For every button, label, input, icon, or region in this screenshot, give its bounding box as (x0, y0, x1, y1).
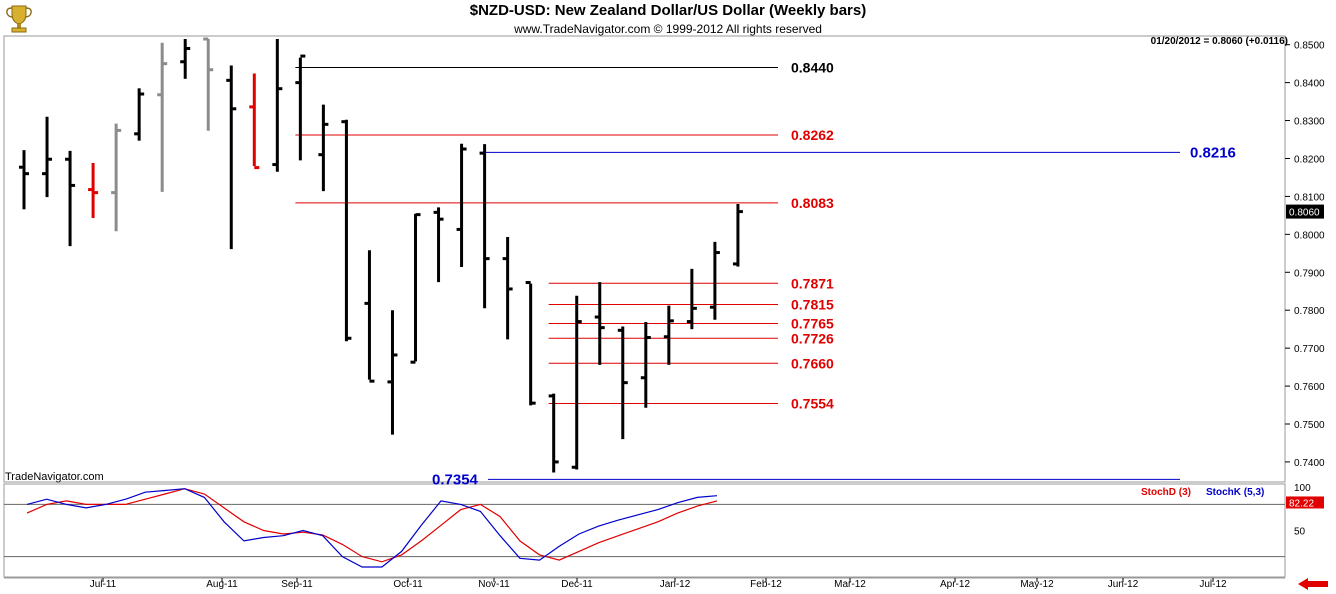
level-label: 0.8440 (791, 59, 834, 75)
price-panel-border (3, 35, 1286, 483)
y-tick-label: 0.7600 (1294, 382, 1325, 393)
stoch-legend-d: StochD (3) (1141, 487, 1191, 498)
ohlc-bar (295, 54, 306, 161)
stoch-last-tag (1286, 496, 1324, 509)
x-tick-label: Oct-11 (393, 579, 423, 590)
y-tick-label: 0.8100 (1294, 192, 1325, 203)
ohlc-bar (686, 268, 697, 330)
x-tick-label: Apr-12 (940, 579, 970, 590)
ohlc-bar (364, 250, 375, 383)
ohlc-bar (387, 310, 398, 435)
y-tick-label: 0.8400 (1294, 79, 1325, 90)
x-tick-label: Dec-11 (561, 579, 593, 590)
level-label: 0.7726 (791, 330, 834, 346)
stoch-panel-border (3, 483, 1286, 578)
ohlc-bar (640, 321, 651, 408)
x-tick-label: Sep-11 (281, 579, 313, 590)
ohlc-bar (594, 282, 605, 365)
y-tick-label: 0.7800 (1294, 306, 1325, 317)
y-tick-label: 0.7900 (1294, 268, 1325, 279)
ohlc-bar (732, 204, 743, 267)
x-tick-label: May-12 (1020, 579, 1054, 590)
ohlc-bar (180, 39, 191, 79)
ohlc-bar (19, 150, 29, 210)
stoch-series-line (26, 488, 718, 568)
x-tick-label: Mar-12 (834, 579, 866, 590)
level-label: 0.7660 (791, 355, 834, 371)
x-tick-label: Jun-12 (1108, 579, 1139, 590)
ohlc-bar (134, 88, 145, 141)
ohlc-bar (249, 73, 260, 170)
y-tick-label: 0.7700 (1294, 344, 1325, 355)
level-label: 0.7815 (791, 297, 834, 313)
level-label: 0.8083 (791, 195, 834, 211)
stoch-y-tick-label: 100 (1294, 483, 1311, 494)
ohlc-bar (157, 42, 168, 192)
stoch-last-label: 82.22 (1289, 498, 1314, 509)
y-tick-label: 0.8200 (1294, 154, 1325, 165)
x-tick-label: Nov-11 (478, 579, 510, 590)
ohlc-bar (341, 119, 352, 342)
ohlc-bar (88, 163, 99, 219)
ohlc-bar (479, 144, 490, 309)
y-tick-label: 0.7400 (1294, 458, 1325, 469)
level-label: 0.7354 (432, 471, 479, 488)
ohlc-bar (42, 116, 53, 198)
ohlc-bar (433, 207, 444, 283)
x-tick-label: Jul-11 (90, 579, 117, 590)
x-tick-label: Jul-12 (1199, 579, 1227, 590)
level-label: 0.8216 (1190, 144, 1236, 161)
stoch-y-tick-label: 50 (1294, 527, 1306, 538)
ohlc-bar (226, 65, 237, 250)
y-tick-label: 0.8500 (1294, 41, 1325, 52)
last-price-tag (1286, 204, 1324, 219)
stoch-series-line (26, 488, 718, 563)
ohlc-bar (571, 295, 582, 470)
ohlc-bar (525, 281, 536, 406)
y-tick-label: 0.8300 (1294, 117, 1325, 128)
ohlc-bar (203, 37, 214, 131)
brand-watermark: TradeNavigator.com (5, 471, 104, 483)
ohlc-bar (456, 143, 467, 267)
ohlc-bar (272, 39, 283, 172)
x-tick-label: Feb-12 (750, 579, 782, 590)
level-label: 0.8262 (791, 127, 834, 143)
ohlc-bar (548, 393, 559, 473)
x-tick-label: Aug-11 (206, 579, 238, 590)
x-tick-label: Jan-12 (660, 579, 691, 590)
ohlc-bar (318, 104, 329, 192)
stoch-legend-k: StochK (5,3) (1206, 487, 1264, 498)
trophy-logo-icon (6, 5, 32, 33)
ohlc-bar (410, 213, 421, 364)
level-label: 0.7871 (791, 275, 834, 291)
y-tick-label: 0.8000 (1294, 230, 1325, 241)
ohlc-bar (663, 305, 674, 365)
scroll-left-arrow-icon[interactable] (1296, 577, 1330, 591)
level-label: 0.7554 (791, 396, 834, 412)
copyright-subtitle: www.TradeNavigator.com © 1999-2012 All r… (514, 22, 822, 36)
level-label: 0.7765 (791, 315, 834, 331)
chart-title: $NZD-USD: New Zealand Dollar/US Dollar (… (469, 2, 867, 19)
ohlc-bar (709, 241, 720, 320)
ohlc-bar (111, 123, 122, 232)
last-price-label: 0.8060 (1289, 208, 1320, 219)
ohlc-bar (65, 150, 76, 247)
ohlc-bar (617, 326, 628, 440)
y-tick-label: 0.7500 (1294, 420, 1325, 431)
ohlc-bar (502, 237, 513, 340)
last-quote-readout: 01/20/2012 = 0.8060 (+0.0116) (1150, 36, 1288, 47)
